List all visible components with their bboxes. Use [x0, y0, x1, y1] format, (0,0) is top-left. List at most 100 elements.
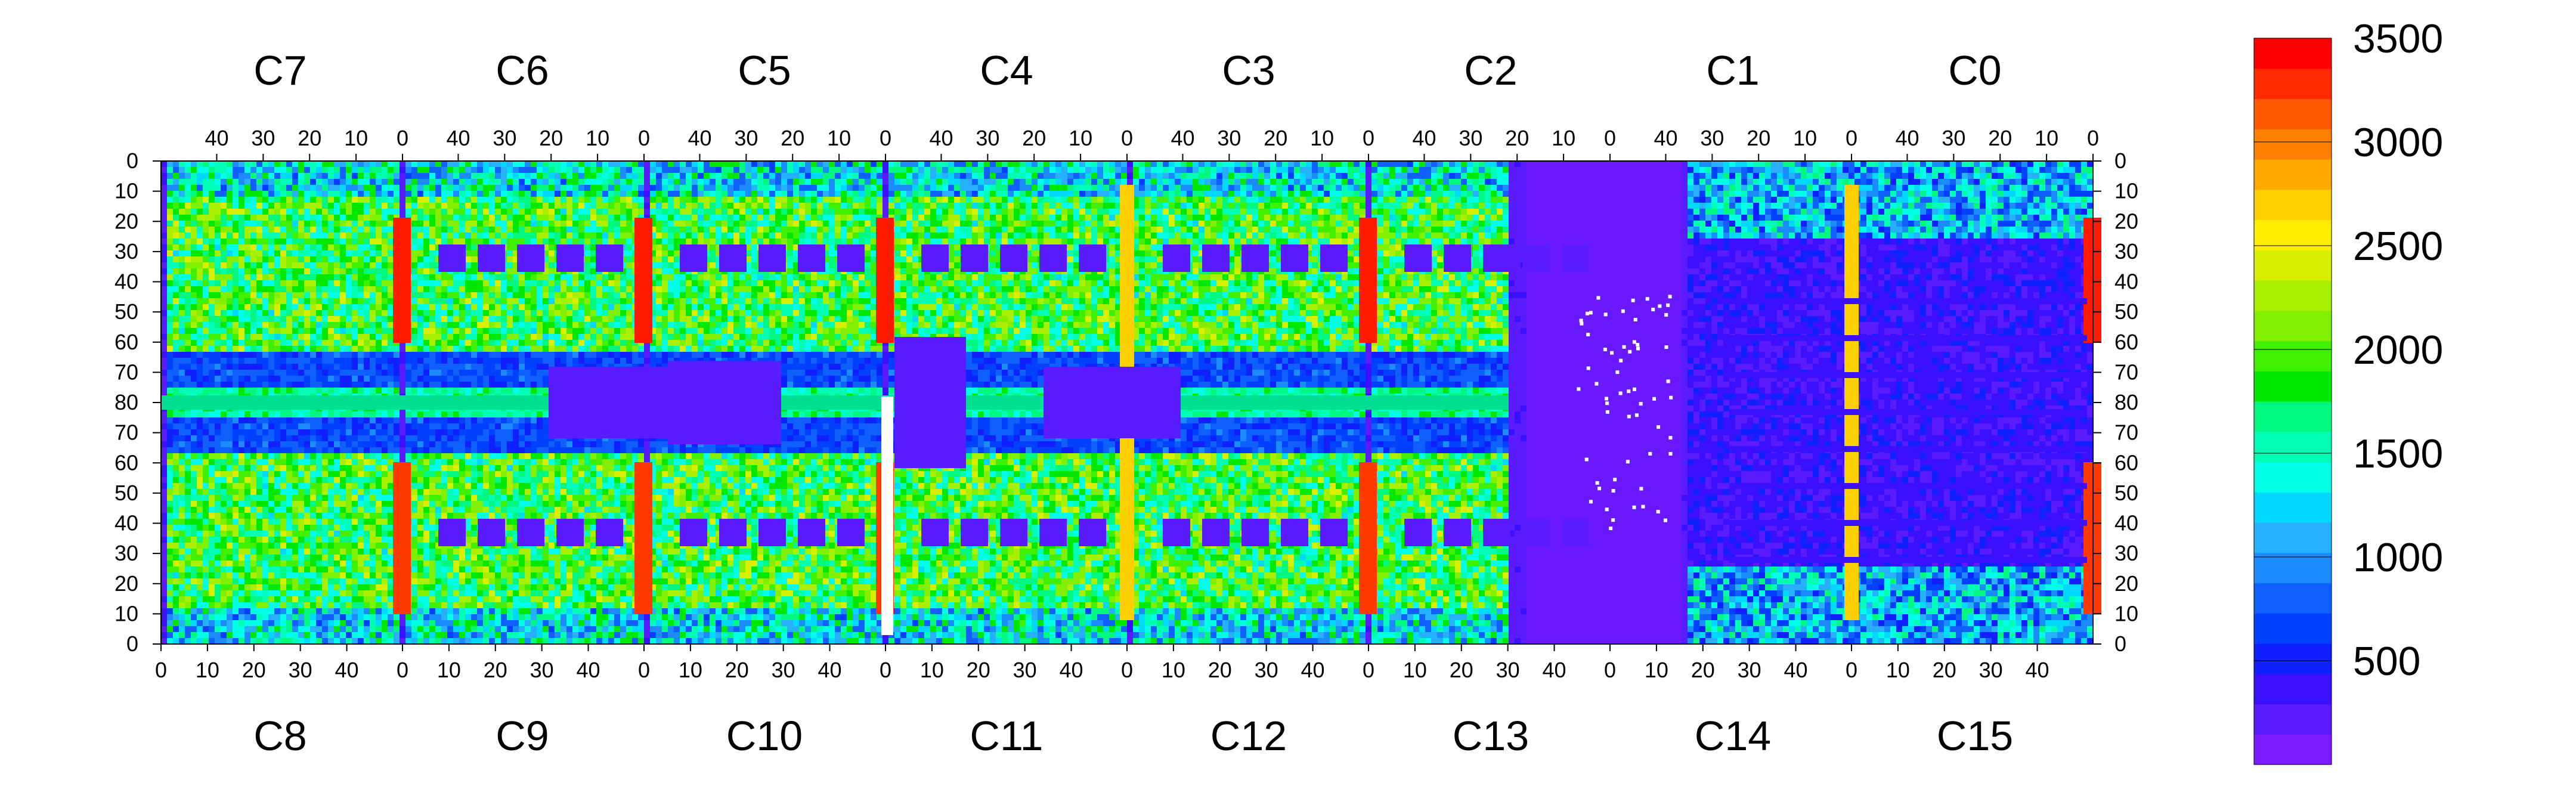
heatmap-cell	[1157, 209, 1163, 215]
heatmap-cell	[900, 233, 907, 239]
heatmap-cell	[811, 191, 818, 197]
heatmap-cell	[1377, 179, 1384, 185]
heatmap-cell	[1020, 221, 1026, 227]
heatmap-cell	[680, 221, 686, 227]
heatmap-cell	[590, 179, 597, 185]
heatmap-cell	[1735, 167, 1742, 174]
heatmap-cell	[310, 239, 317, 245]
heatmap-cell	[1187, 161, 1193, 168]
heatmap-cell	[948, 173, 955, 179]
heatmap-cell	[1509, 209, 1515, 215]
heatmap-cell	[894, 221, 901, 227]
heatmap-cell	[256, 191, 263, 197]
heatmap-cell	[1759, 167, 1766, 174]
heatmap-cell	[203, 209, 209, 215]
heatmap-cell	[1896, 173, 1903, 179]
heatmap-cell	[745, 215, 752, 221]
heatmap-cell	[1807, 209, 1813, 215]
heatmap-cell	[954, 203, 961, 209]
heatmap-cell	[549, 191, 555, 197]
heatmap-cell	[1175, 233, 1181, 239]
heatmap-cell	[1926, 161, 1933, 168]
heatmap-cell	[1377, 244, 1384, 251]
heatmap-cell	[1920, 179, 1927, 185]
heatmap-cell	[1437, 227, 1444, 233]
heatmap-cell	[453, 221, 460, 227]
heatmap-cell	[727, 203, 734, 209]
heatmap-cell	[954, 173, 961, 179]
heatmap-cell	[1222, 173, 1229, 179]
heatmap-cell	[1926, 221, 1933, 227]
heatmap-cell	[1163, 209, 1169, 215]
heatmap-cell	[1193, 221, 1199, 227]
heatmap-cell	[1210, 179, 1217, 185]
heatmap-cell	[2081, 173, 2088, 179]
heatmap-cell	[1813, 197, 1819, 203]
heatmap-cell	[1717, 244, 1724, 251]
heatmap-cell	[537, 179, 543, 185]
heatmap-cell	[817, 233, 823, 239]
heatmap-cell	[173, 185, 179, 191]
heatmap-cell	[572, 167, 579, 174]
heatmap-cell	[1968, 215, 1974, 221]
heatmap-cell	[370, 233, 376, 239]
heatmap-cell	[2045, 167, 2052, 174]
heatmap-cell	[1139, 167, 1145, 174]
heatmap-cell	[221, 197, 227, 203]
heatmap-cell	[1210, 167, 1217, 174]
heatmap-cell	[668, 233, 674, 239]
heatmap-cell	[1765, 179, 1772, 185]
heatmap-cell	[1020, 233, 1026, 239]
heatmap-cell	[602, 161, 609, 168]
heatmap-cell	[2087, 179, 2094, 185]
heatmap-cell	[1795, 221, 1801, 227]
heatmap-cell	[483, 233, 490, 239]
heatmap-cell	[1711, 233, 1718, 239]
heatmap-cell	[1079, 221, 1086, 227]
heatmap-cell	[1914, 221, 1921, 227]
heatmap-cell	[1431, 244, 1438, 251]
heatmap-cell	[382, 161, 388, 168]
heatmap-cell	[1270, 197, 1277, 203]
heatmap-cell	[1497, 221, 1503, 227]
heatmap-cell	[1443, 167, 1450, 174]
heatmap-cell	[233, 221, 239, 227]
heatmap-cell	[1026, 197, 1032, 203]
heatmap-cell	[936, 197, 943, 203]
heatmap-cell	[620, 209, 627, 215]
heatmap-cell	[1521, 227, 1527, 233]
heatmap-cell	[1944, 244, 1950, 251]
heatmap-cell	[865, 191, 871, 197]
heatmap-cell	[1103, 239, 1110, 245]
heatmap-cell	[1515, 167, 1521, 174]
heatmap-cell	[1783, 191, 1789, 197]
heatmap-cell	[578, 203, 585, 209]
heatmap-cell	[596, 233, 603, 239]
heatmap-cell	[1336, 221, 1342, 227]
heatmap-cell	[865, 215, 871, 221]
heatmap-cell	[793, 161, 800, 168]
heatmap-cell	[1061, 215, 1068, 221]
heatmap-cell	[1318, 167, 1324, 174]
heatmap-cell	[602, 185, 609, 191]
heatmap-cell	[710, 185, 716, 191]
heatmap-cell	[1342, 161, 1348, 168]
heatmap-cell	[1443, 179, 1450, 185]
heatmap-cell	[429, 244, 436, 251]
heatmap-cell	[733, 209, 740, 215]
heatmap-cell	[1425, 215, 1432, 221]
heatmap-cell	[1234, 185, 1241, 191]
heatmap-cell	[942, 179, 949, 185]
heatmap-cell	[161, 209, 168, 215]
heatmap-cell	[191, 209, 197, 215]
heatmap-cell	[477, 197, 484, 203]
heatmap-cell	[1789, 209, 1795, 215]
heatmap-cell	[209, 239, 215, 245]
heatmap-cell	[1360, 185, 1366, 191]
heatmap-cell	[1276, 173, 1283, 179]
heatmap-cell	[2081, 203, 2088, 209]
heatmap-cell	[209, 209, 215, 215]
heatmap-cell	[513, 161, 519, 168]
heatmap-cell	[805, 203, 812, 209]
heatmap-cell	[1890, 185, 1897, 191]
